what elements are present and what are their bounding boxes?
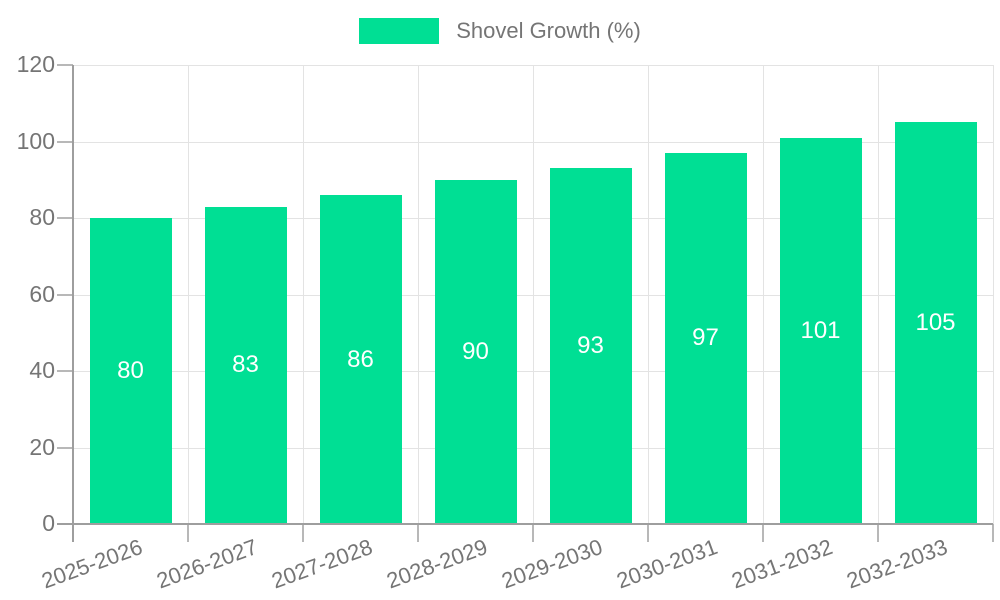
bar[interactable] — [434, 179, 517, 524]
gridline-vertical — [993, 65, 994, 524]
x-axis-tick — [187, 524, 189, 542]
x-axis-line — [57, 523, 993, 525]
gridline-vertical — [303, 65, 304, 524]
x-axis-category-label: 2028-2029 — [383, 534, 492, 594]
x-axis-tick — [992, 524, 994, 542]
legend-swatch — [359, 18, 440, 44]
x-axis-tick — [762, 524, 764, 542]
y-axis-tick — [57, 140, 73, 143]
x-axis-tick — [877, 524, 879, 542]
x-axis-category-label: 2032-2033 — [843, 534, 952, 594]
gridline-vertical — [648, 65, 649, 524]
y-axis-tick-label: 100 — [16, 127, 55, 154]
bar-value-label: 83 — [232, 351, 259, 379]
x-axis-category-label: 2030-2031 — [613, 534, 722, 594]
bar[interactable] — [319, 195, 402, 524]
bar-value-label: 86 — [347, 345, 374, 373]
y-axis-tick-label: 80 — [29, 203, 55, 230]
y-axis-tick-label: 0 — [42, 509, 55, 536]
x-axis-category-label: 2027-2028 — [268, 534, 377, 594]
y-axis-tick — [57, 217, 73, 219]
bar-value-label: 97 — [692, 324, 719, 352]
bar[interactable] — [89, 218, 172, 524]
x-axis-tick — [417, 524, 419, 542]
bar[interactable] — [779, 137, 862, 524]
y-axis-tick-label: 60 — [29, 280, 55, 307]
x-axis-category-label: 2026-2027 — [153, 534, 262, 594]
y-axis-tick-label: 20 — [29, 433, 55, 460]
bar-value-label: 80 — [117, 357, 144, 384]
y-axis-tick-label: 40 — [29, 356, 55, 383]
y-axis-tick — [57, 64, 73, 66]
x-axis-category-label: 2025-2026 — [38, 534, 147, 594]
y-axis-tick-label: 120 — [16, 50, 55, 77]
y-axis-tick — [57, 293, 73, 296]
bar[interactable] — [894, 122, 977, 524]
bar-value-label: 101 — [800, 316, 841, 344]
bar[interactable] — [204, 206, 287, 524]
x-axis-tick — [647, 524, 649, 542]
y-axis-line — [72, 65, 74, 542]
bar[interactable] — [549, 168, 632, 524]
x-axis-tick — [302, 524, 304, 542]
gridline-vertical — [763, 65, 764, 524]
x-axis-category-label: 2031-2032 — [728, 534, 837, 594]
gridline-vertical — [878, 65, 879, 524]
gridline-vertical — [418, 65, 419, 524]
bar-value-label: 93 — [577, 332, 604, 360]
y-axis-tick — [57, 446, 73, 449]
legend-item[interactable]: Shovel Growth (%) — [0, 18, 1000, 44]
bar-value-label: 90 — [462, 337, 489, 365]
y-axis-tick — [57, 370, 73, 372]
bar[interactable] — [664, 152, 747, 524]
gridline-vertical — [188, 65, 189, 524]
gridline-vertical — [533, 65, 534, 524]
legend-label: Shovel Growth (%) — [456, 18, 641, 43]
bar-value-label: 105 — [915, 309, 956, 337]
x-axis-tick — [532, 524, 534, 542]
x-axis-category-label: 2029-2030 — [498, 534, 607, 594]
